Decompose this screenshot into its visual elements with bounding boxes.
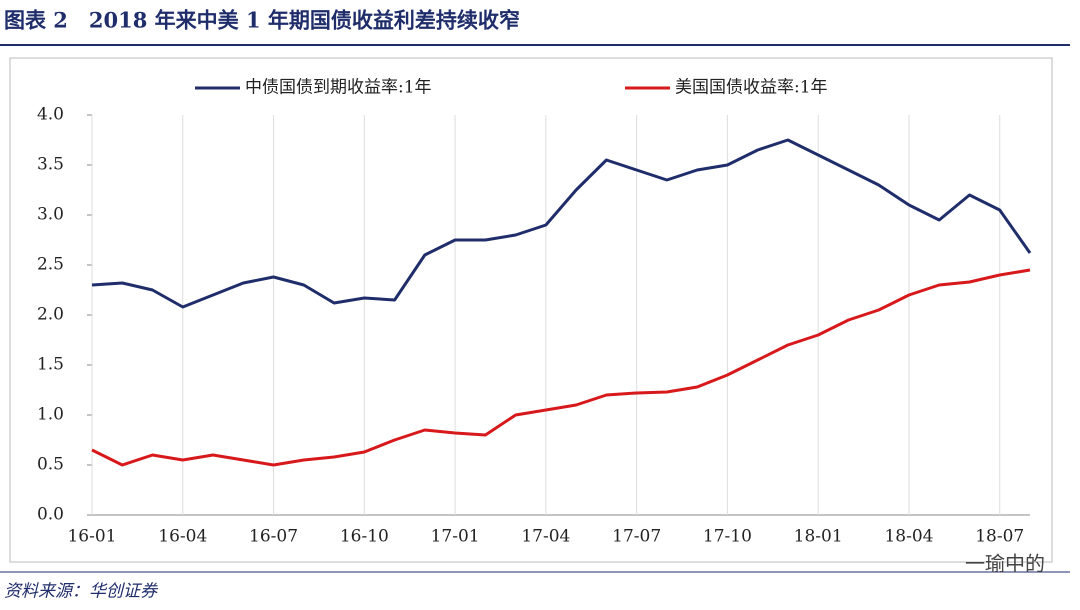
y-tick-label: 4.0	[37, 105, 64, 125]
source-note: 资料来源：华创证券	[4, 582, 159, 602]
series-line	[91, 268, 1031, 467]
x-tick-label: 18-01	[794, 527, 843, 547]
chart-frame	[9, 57, 1053, 563]
series-line	[91, 138, 1032, 309]
x-tick-label: 17-10	[703, 527, 752, 547]
y-tick-label: 2.0	[37, 305, 64, 325]
x-tick-label: 16-10	[340, 527, 389, 547]
x-tick-label: 17-01	[431, 527, 480, 547]
watermark: 一瑜中的	[965, 552, 1045, 576]
y-tick-label: 1.5	[37, 355, 64, 375]
x-tick-label: 17-07	[612, 527, 661, 547]
x-tick-label: 18-04	[884, 527, 933, 547]
y-tick-label: 0.0	[37, 505, 64, 525]
y-tick-label: 1.0	[37, 405, 64, 425]
y-tick-label: 2.5	[37, 255, 64, 275]
y-tick-label: 3.0	[37, 205, 64, 225]
x-tick-label: 16-01	[67, 527, 116, 547]
x-tick-label: 17-04	[521, 527, 570, 547]
legend-label: 美国国债收益率:1年	[675, 78, 828, 98]
x-tick-label: 16-04	[158, 527, 207, 547]
x-tick-label: 16-07	[249, 527, 298, 547]
x-tick-label: 18-07	[975, 527, 1024, 547]
y-tick-label: 0.5	[37, 455, 64, 475]
legend-label: 中债国债到期收益率:1年	[245, 78, 432, 98]
figure-title: 图表 2 2018 年来中美 1 年期国债收益利差持续收窄	[4, 8, 520, 33]
y-tick-label: 3.5	[37, 155, 64, 175]
